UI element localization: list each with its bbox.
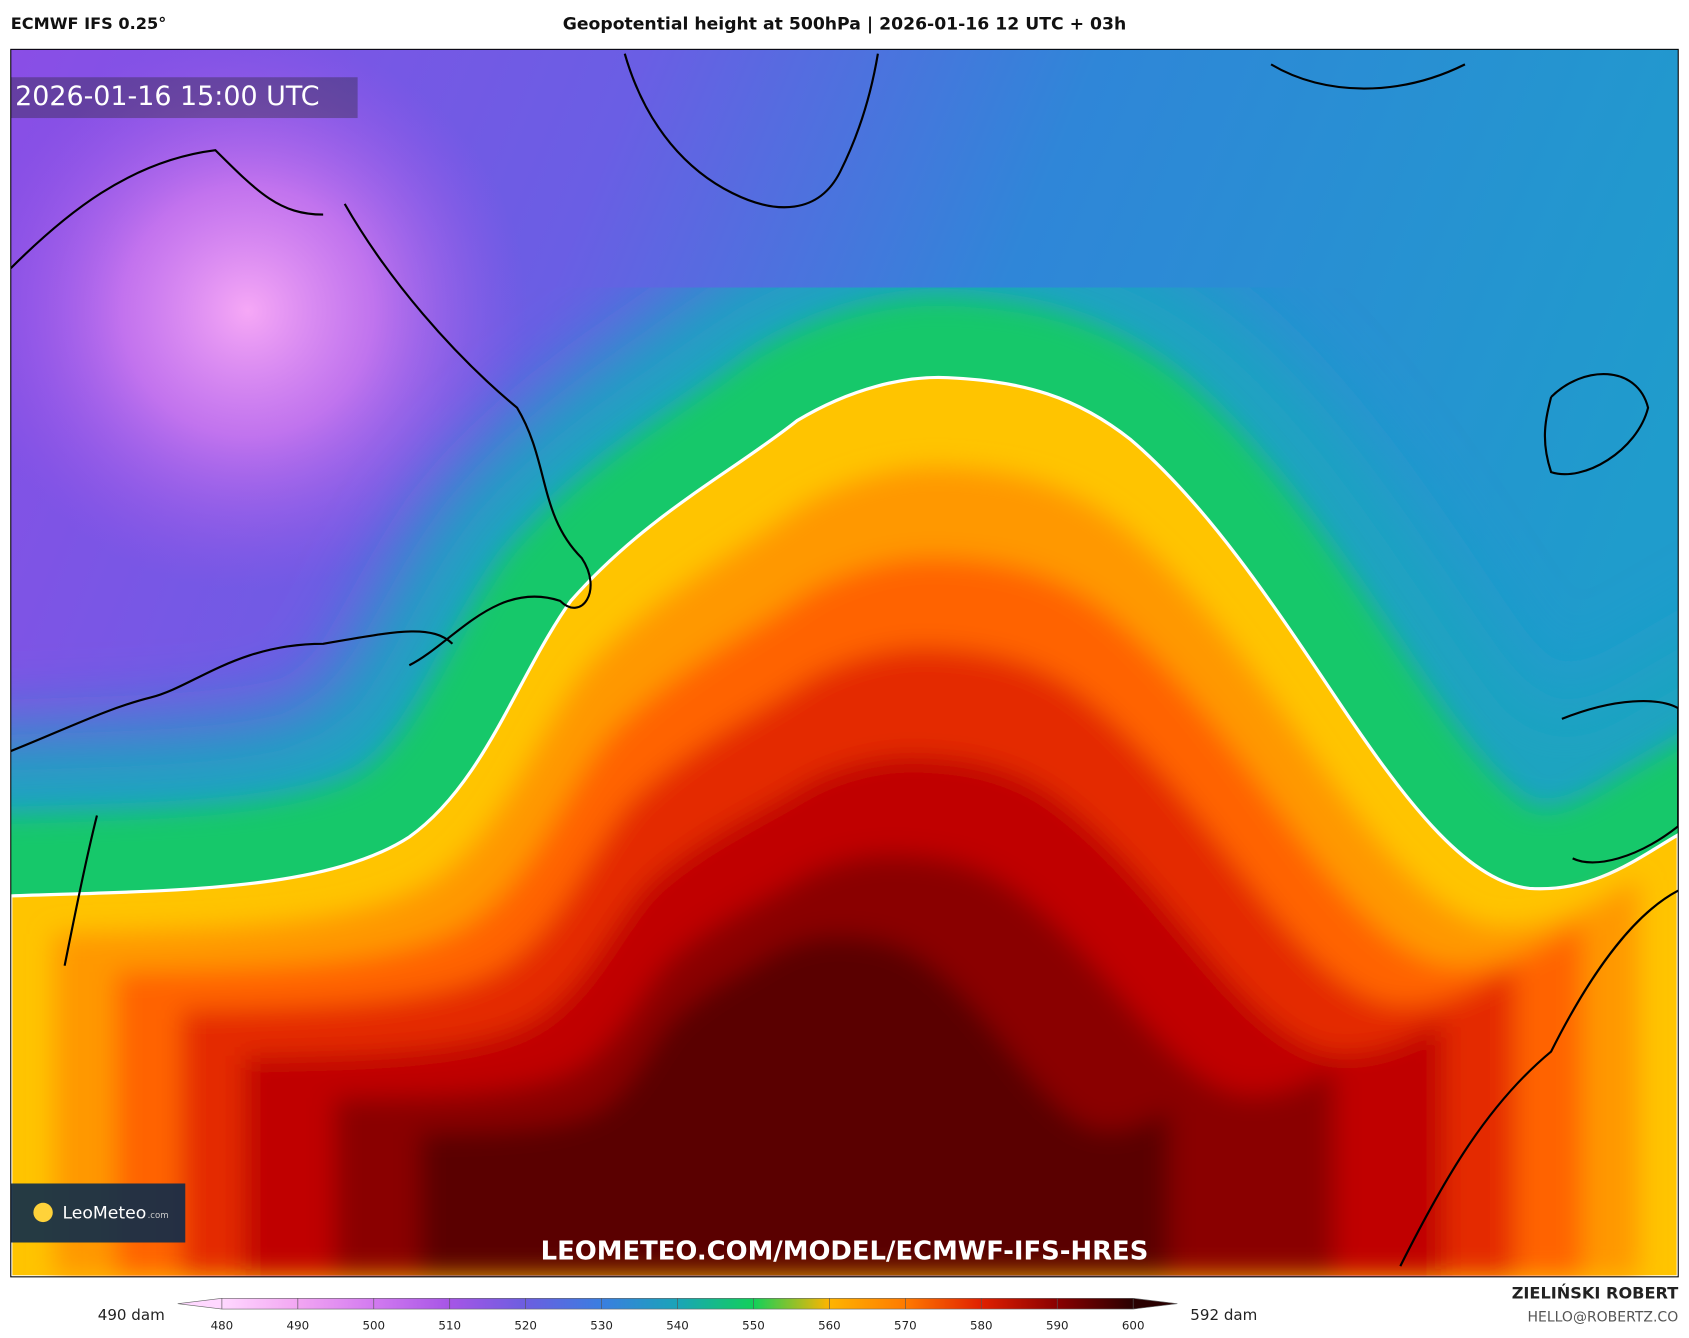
colorbar-tick-label: 600 [1122,1319,1145,1333]
colorbar-tick-label: 520 [514,1319,537,1333]
colorbar-min-label: 490 dam [98,1306,165,1324]
colorbar-tick-label: 550 [742,1319,765,1333]
colorbar-tick-label: 500 [362,1319,385,1333]
colorbar-tick-label: 480 [211,1319,234,1333]
colorbar-tick-label: 490 [287,1319,310,1333]
map-title: Geopotential height at 500hPa | 2026-01-… [563,15,1127,35]
colorbar-tick-label: 530 [590,1319,613,1333]
model-name: ECMWF IFS 0.25° [11,14,167,33]
map: 2026-01-16 15:00 UTC LeoMeteo .com LEOME… [10,49,1679,1277]
timestamp: 2026-01-16 15:00 UTC [10,77,358,119]
colorbar-tick-label: 580 [970,1319,993,1333]
email: HELLO@ROBERTZ.CO [1527,1310,1678,1326]
logo: LeoMeteo .com [10,1183,186,1243]
logo-text: LeoMeteo [62,1204,146,1224]
colorbar-tick-label: 540 [666,1319,689,1333]
colorbar-tick-label: 570 [894,1319,917,1333]
colorbar-tick-label: 590 [1046,1319,1069,1333]
colorbar: 490 dam 592 dam 480 490 500 510 520 530 540 550… [98,1297,1257,1333]
watermark: LEOMETEO.COM/MODEL/ECMWF-IFS-HRES [541,1237,1149,1267]
colorbar-max-label: 592 dam [1190,1306,1257,1324]
colorbar-tick-label: 510 [438,1319,461,1333]
logo-suffix: .com [148,1211,169,1221]
valid-time: 2026-01-16 15:00 UTC [15,81,319,112]
author: ZIELIŃSKI ROBERT [1512,1284,1678,1303]
colorbar-tick-label: 560 [818,1319,841,1333]
